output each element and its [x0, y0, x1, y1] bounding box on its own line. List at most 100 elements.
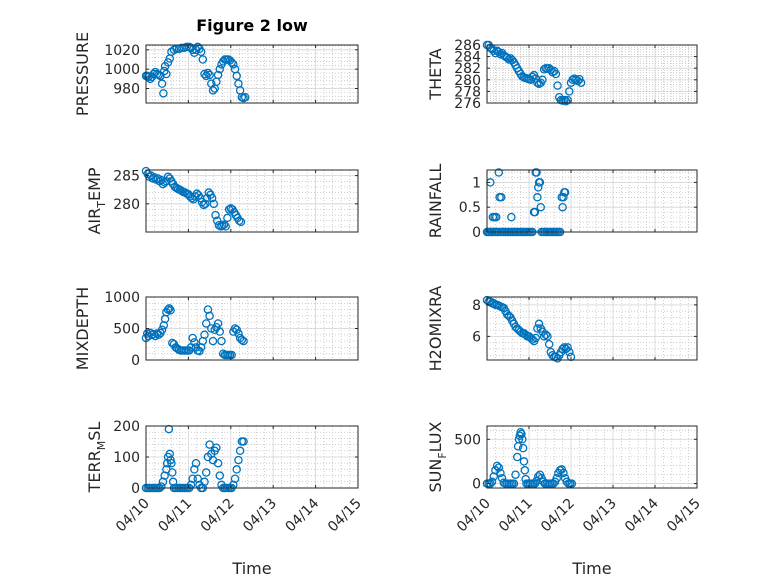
data-point	[234, 329, 243, 338]
data-point	[240, 92, 250, 102]
data-point	[217, 336, 226, 346]
y-axis-label: PRESSURE	[73, 32, 92, 116]
y-tick-label: 0	[472, 225, 481, 241]
data-point	[536, 202, 546, 212]
data-point	[553, 81, 562, 90]
x-axis-label: Time	[571, 559, 611, 578]
data-point	[518, 435, 527, 444]
x-tick-label: 04/14	[283, 495, 323, 535]
y-tick-label: 1020	[104, 43, 140, 59]
figure-title: Figure 2 low	[196, 16, 308, 35]
subplot-air_temp: 280 285 AIRTEMP	[85, 166, 359, 235]
data-point	[487, 477, 497, 487]
x-tick-label: 04/10	[454, 496, 494, 536]
data-point	[208, 86, 218, 95]
data-point	[235, 216, 244, 225]
data-point	[494, 168, 504, 177]
y-axis-label: MIXDEPTH	[73, 287, 92, 370]
data-point	[211, 210, 220, 220]
data-point	[157, 482, 166, 491]
data-point	[519, 457, 529, 466]
x-tick-label: 04/13	[580, 496, 620, 536]
y-tick-label: 280	[113, 197, 140, 213]
data-point	[560, 188, 570, 197]
data-point	[235, 86, 245, 95]
data-point	[215, 64, 225, 74]
data-point	[209, 199, 219, 209]
data-point	[239, 437, 248, 446]
y-axis-label: H2OMIXRA	[426, 286, 445, 372]
data-point	[227, 350, 236, 360]
data-point	[213, 319, 223, 328]
data-point	[201, 199, 210, 209]
data-point	[196, 47, 206, 57]
y-tick-label: 1	[472, 175, 481, 191]
data-point	[518, 443, 528, 453]
data-point	[532, 168, 541, 177]
y-axis-label-main: RAINFALL	[426, 164, 445, 239]
y-axis-label: RAINFALL	[426, 164, 445, 239]
y-tick-label: 8	[472, 298, 481, 314]
x-tick-label: 04/12	[198, 496, 238, 536]
y-tick-label: 6	[472, 329, 481, 345]
data-point	[157, 79, 167, 88]
data-point	[576, 78, 586, 87]
data-point	[190, 338, 199, 347]
y-tick-label: 500	[454, 432, 481, 448]
axes-box	[486, 296, 698, 361]
data-point	[200, 330, 209, 340]
y-axis-label-subscript: M	[95, 441, 108, 451]
axes-box	[486, 169, 698, 233]
data-point	[551, 69, 561, 79]
data-point	[235, 446, 245, 456]
data-point	[565, 87, 574, 96]
y-tick-label: 280	[454, 73, 481, 89]
x-tick-label: 04/11	[496, 496, 536, 536]
data-point	[237, 335, 247, 345]
y-tick-label: 1000	[104, 290, 140, 306]
data-point	[230, 474, 240, 483]
data-point	[535, 178, 545, 187]
data-point	[201, 319, 211, 328]
data-point	[558, 344, 567, 354]
axes-box	[486, 425, 698, 489]
y-axis-label-main: SUN	[426, 459, 445, 493]
data-point	[212, 443, 221, 452]
data-point	[232, 465, 241, 474]
data-point	[213, 70, 223, 80]
data-point	[218, 221, 227, 231]
subplot-pressure: 980 1000 1020 PRESSURE	[73, 32, 359, 116]
axes-box	[145, 44, 359, 104]
y-axis-label-main: TERR	[85, 450, 104, 493]
data-point	[205, 440, 214, 449]
y-tick-label: 980	[113, 82, 140, 98]
y-tick-label: 200	[113, 419, 140, 435]
data-point	[205, 70, 214, 80]
data-point	[157, 325, 167, 335]
data-point	[509, 479, 519, 488]
data-point	[223, 213, 232, 223]
x-tick-label: 04/11	[155, 496, 195, 536]
data-point	[227, 58, 236, 67]
y-axis-label-subscript: F	[436, 452, 449, 458]
data-point	[559, 193, 568, 202]
data-point	[565, 347, 574, 357]
data-point	[215, 327, 225, 336]
data-point	[205, 311, 214, 321]
x-tick-label: 04/12	[538, 496, 578, 536]
data-point	[541, 330, 551, 340]
data-point	[203, 68, 213, 78]
y-axis-label-rest: LUX	[426, 421, 445, 452]
data-point	[544, 339, 554, 349]
data-point	[512, 452, 522, 462]
data-point	[539, 332, 549, 341]
data-point	[563, 343, 572, 352]
data-point	[491, 212, 501, 222]
subplot-rainfall: 0 0.5 1 RAINFALL	[426, 164, 698, 241]
data-point	[219, 220, 229, 229]
data-point	[497, 193, 506, 202]
data-point	[166, 305, 175, 315]
